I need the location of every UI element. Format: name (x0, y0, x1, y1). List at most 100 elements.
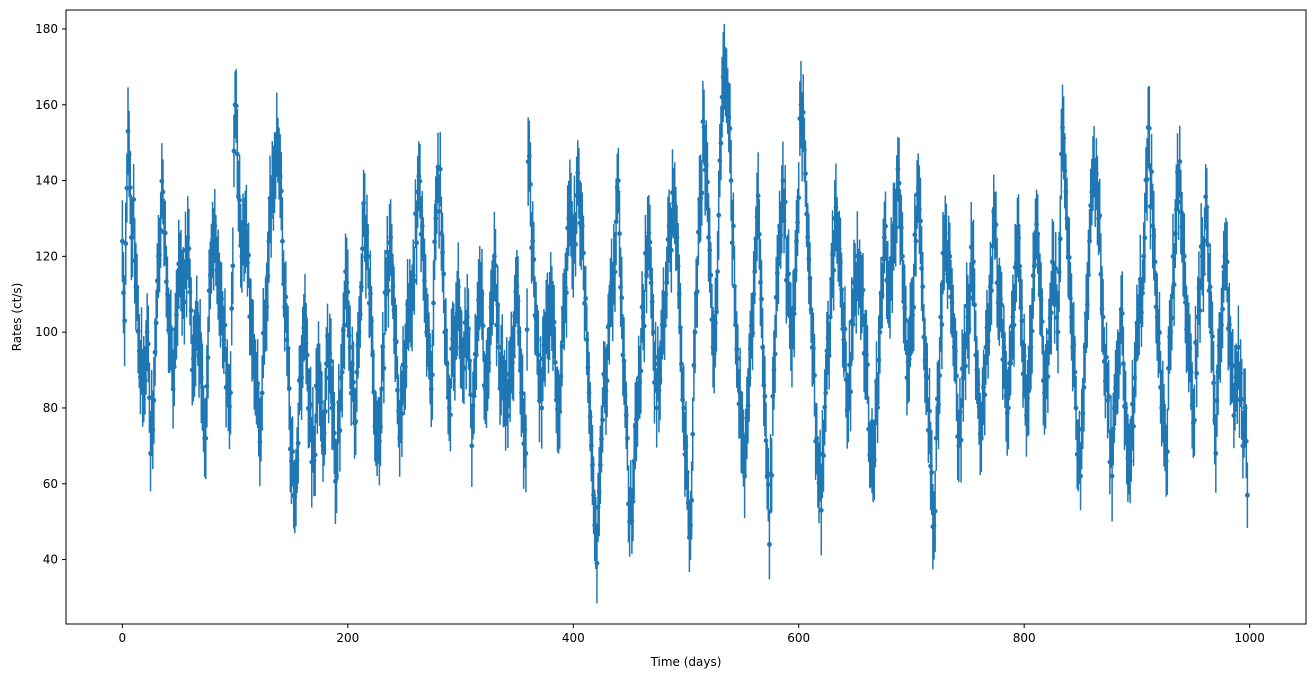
data-point (1063, 189, 1069, 195)
data-point (1204, 204, 1210, 210)
data-point (885, 279, 891, 285)
data-point (238, 243, 244, 249)
data-point (1182, 300, 1188, 305)
data-point (788, 324, 794, 329)
data-point (354, 369, 360, 375)
data-point (746, 375, 752, 381)
data-point (646, 230, 652, 236)
data-point (441, 271, 447, 277)
data-point (806, 256, 812, 262)
data-point (431, 300, 436, 306)
data-point (540, 356, 546, 362)
data-point (177, 262, 183, 268)
data-point (916, 207, 922, 213)
data-point (525, 159, 531, 165)
data-point (503, 402, 509, 408)
data-point (597, 462, 603, 468)
data-point (675, 263, 681, 269)
data-point (993, 222, 999, 228)
data-point (771, 367, 777, 373)
data-point (524, 327, 530, 332)
data-point (728, 178, 734, 183)
data-point (162, 230, 168, 236)
data-point (954, 373, 959, 379)
data-point (751, 291, 757, 297)
data-point (353, 419, 359, 424)
data-point (1002, 367, 1008, 373)
data-point (653, 354, 658, 360)
data-point (304, 352, 310, 358)
data-point (765, 482, 771, 487)
data-point (723, 79, 728, 85)
data-point (1045, 374, 1051, 380)
data-point (300, 345, 306, 350)
data-point (700, 119, 706, 124)
data-point (1053, 266, 1059, 271)
data-point (843, 377, 849, 382)
data-point (293, 485, 299, 490)
data-point (290, 449, 295, 454)
data-point (966, 326, 972, 332)
data-point (576, 181, 582, 186)
data-point (170, 386, 176, 392)
data-point (500, 390, 506, 396)
data-point (626, 501, 631, 507)
data-point (715, 269, 720, 274)
data-point (755, 193, 761, 199)
data-point (661, 308, 666, 314)
data-point (586, 390, 592, 396)
data-point (618, 284, 624, 290)
data-point (445, 395, 451, 400)
data-point (903, 317, 909, 323)
data-point (720, 74, 726, 80)
data-point (1132, 375, 1138, 381)
data-point (361, 200, 366, 206)
data-point (938, 314, 944, 320)
data-point (451, 344, 457, 350)
data-point (376, 438, 382, 444)
data-point (139, 348, 144, 354)
data-point (1196, 285, 1202, 291)
data-point (531, 257, 537, 262)
data-point (615, 178, 621, 183)
data-point (649, 299, 655, 305)
data-point (980, 401, 985, 407)
data-point (195, 331, 201, 336)
data-point (739, 430, 745, 436)
data-point (587, 414, 593, 420)
data-point (1240, 443, 1246, 449)
data-point (963, 363, 968, 369)
data-point (736, 401, 742, 407)
data-point (1072, 369, 1078, 375)
data-point (929, 469, 935, 475)
data-point (342, 322, 347, 328)
data-point (119, 238, 125, 244)
data-point (830, 251, 835, 257)
data-point (1213, 451, 1219, 456)
data-point (774, 270, 780, 276)
data-point (189, 367, 195, 373)
data-point (338, 375, 344, 381)
data-point (1205, 242, 1211, 248)
data-point (295, 440, 301, 446)
data-point (198, 375, 204, 381)
data-point (934, 396, 940, 402)
data-point (1078, 473, 1083, 479)
data-point (975, 382, 981, 387)
data-point (184, 275, 190, 281)
data-point (879, 293, 885, 298)
data-point (205, 355, 211, 360)
data-point (1130, 401, 1135, 407)
data-point (397, 435, 403, 441)
data-point (258, 426, 264, 431)
data-point (702, 167, 708, 173)
data-point (433, 216, 439, 221)
data-point (276, 161, 282, 166)
data-point (346, 333, 352, 339)
data-point (423, 293, 428, 298)
data-point (716, 212, 722, 218)
data-point (206, 288, 212, 294)
x-tick-label: 0 (119, 631, 127, 645)
data-point (552, 360, 558, 365)
data-point (440, 250, 445, 255)
